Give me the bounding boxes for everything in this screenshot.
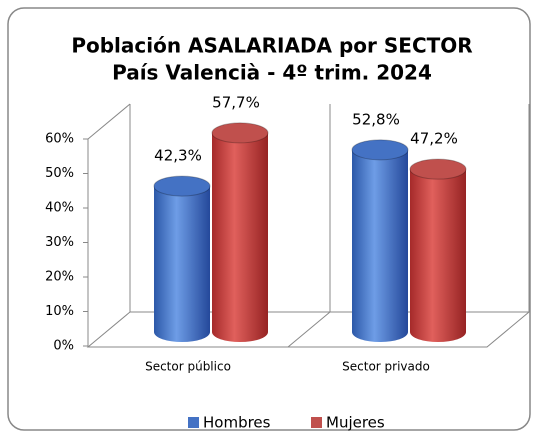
legend-swatch [311, 417, 322, 428]
x-tick-label: Sector público [145, 360, 231, 374]
y-tick-label: 40% [45, 201, 74, 216]
bar [409, 158, 467, 342]
data-label: 42,3% [154, 147, 202, 165]
bar [211, 122, 269, 342]
chart-title: Población ASALARIADA por SECTOR [71, 34, 472, 58]
bar [153, 175, 211, 342]
bar [351, 139, 409, 342]
bar-top [153, 175, 211, 197]
y-tick-label: 30% [45, 235, 74, 250]
legend-swatch [188, 417, 199, 428]
bar-body [154, 186, 210, 342]
y-tick-label: 20% [45, 270, 74, 285]
x-tick-label: Sector privado [342, 360, 430, 374]
y-tick-label: 0% [53, 339, 74, 354]
bar-body [410, 169, 466, 342]
legend-label: Hombres [203, 414, 271, 432]
y-tick-label: 50% [45, 166, 74, 181]
bar-top [409, 158, 467, 180]
bar-body [212, 132, 268, 342]
y-tick-label: 10% [45, 304, 74, 319]
chart-subtitle: País Valencià - 4º trim. 2024 [112, 61, 432, 85]
data-label: 57,7% [212, 93, 260, 111]
data-label: 47,2% [410, 130, 458, 148]
y-tick-label: 60% [45, 132, 74, 147]
bar-top [211, 122, 269, 144]
legend-label: Mujeres [326, 414, 385, 432]
bar-body [352, 149, 408, 342]
bar-top [351, 139, 409, 161]
data-label: 52,8% [352, 110, 400, 128]
